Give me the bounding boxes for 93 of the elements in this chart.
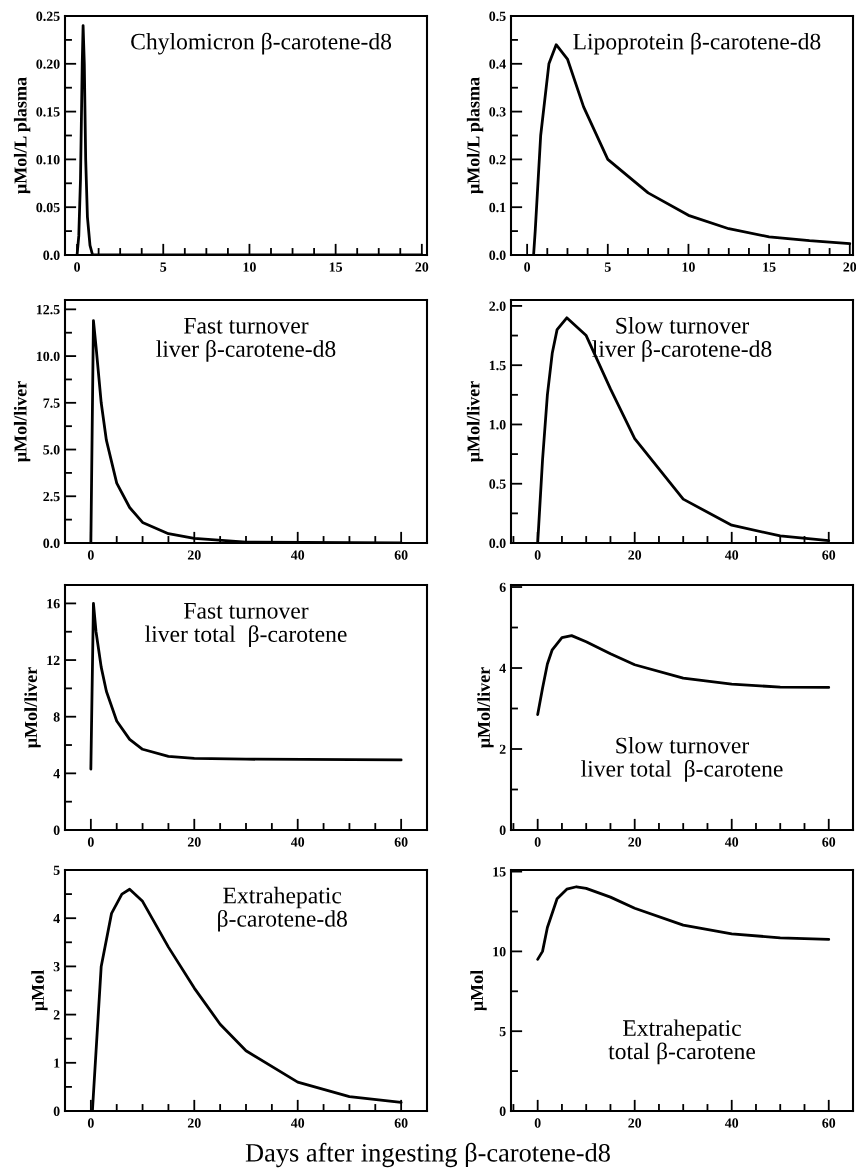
text: Extrahepatic β-carotene-d8 [218, 886, 347, 932]
y-tick-label: 0 [499, 1106, 506, 1116]
x-tick-label: 60 [394, 550, 408, 560]
x-tick-label: 40 [290, 550, 305, 560]
y-tick-label: 0.15 [36, 107, 60, 117]
y-tick-label: 0 [53, 1106, 60, 1116]
x-axis-title: Days after ingesting β-carotene-d8 [245, 1142, 610, 1168]
y-tick-label: 5.0 [43, 445, 60, 455]
y-axis-title: μMol [31, 970, 48, 1011]
y-tick-label: 16 [47, 599, 60, 609]
x-tick-label: 0 [87, 550, 94, 560]
y-tick-label: 8 [53, 712, 60, 722]
x-tick-label: 0 [534, 1118, 541, 1128]
y-tick-label: 4 [53, 913, 60, 924]
y-tick-label: 2.0 [489, 301, 506, 311]
y-tick-label: 0.10 [36, 154, 60, 165]
y-tick-label: 2 [499, 744, 506, 754]
y-tick-label: 0.0 [43, 538, 60, 549]
y-axis-title: μMol/liver [477, 667, 494, 748]
y-tick-label: 1.5 [489, 360, 506, 371]
x-tick-label: 10 [682, 262, 695, 272]
y-axis-title: μMol/liver [24, 667, 41, 748]
y-tick-label: 3 [53, 962, 60, 972]
x-tick-label: 15 [329, 262, 343, 272]
x-tick-label: 20 [187, 550, 201, 560]
y-axis-title: μMol/L plasma [13, 77, 31, 194]
text: Fast turnover liver β-carotene-d8 [156, 317, 336, 362]
y-tick-label: 12 [47, 655, 60, 665]
y-tick-label: 0.20 [36, 59, 60, 69]
y-tick-label: 10 [493, 946, 506, 957]
x-tick-label: 0 [524, 262, 531, 272]
x-tick-label: 40 [724, 837, 739, 847]
y-tick-label: 12.5 [36, 304, 60, 315]
y-axis-title: μMol/liver [466, 381, 484, 462]
y-tick-label: 4 [499, 663, 506, 673]
y-tick-label: 0.0 [489, 250, 506, 261]
y-tick-label: 15 [493, 867, 506, 877]
y-tick-label: 0.0 [43, 250, 60, 261]
text: Extrahepatic total β-carotene [608, 1019, 756, 1065]
y-tick-label: 4 [53, 769, 60, 779]
text: Fast turnover liver total β-carotene [145, 603, 347, 647]
x-tick-label: 60 [394, 1118, 408, 1128]
text: Chylomicron β-carotene-d8 [131, 32, 392, 55]
y-tick-label: 0.1 [489, 202, 506, 213]
y-tick-label: 6 [499, 582, 506, 592]
y-tick-label: 0 [53, 825, 60, 835]
y-tick-label: 0.3 [489, 107, 506, 117]
x-tick-label: 40 [724, 1118, 739, 1128]
y-axis-title: μMol/liver [13, 381, 31, 462]
x-tick-label: 0 [87, 1118, 94, 1128]
x-tick-label: 0 [534, 837, 541, 847]
y-tick-label: 2.5 [43, 491, 60, 502]
y-tick-label: 0.4 [489, 59, 506, 69]
y-tick-label: 0 [499, 825, 506, 835]
x-tick-label: 40 [290, 837, 305, 847]
x-tick-label: 20 [628, 1118, 642, 1128]
x-tick-label: 0 [74, 262, 81, 272]
y-tick-label: 5 [499, 1026, 506, 1037]
text: Slow turnover liver total β-carotene [581, 736, 783, 782]
x-tick-label: 0 [534, 550, 541, 560]
x-tick-label: 20 [843, 262, 856, 272]
x-tick-label: 40 [724, 550, 739, 560]
x-tick-label: 5 [160, 262, 167, 272]
x-tick-label: 20 [628, 550, 642, 560]
x-tick-label: 20 [187, 837, 201, 847]
x-tick-label: 10 [243, 262, 256, 272]
y-tick-label: 7.5 [43, 398, 60, 408]
y-tick-label: 10.0 [36, 351, 60, 362]
y-tick-label: 0.25 [36, 11, 60, 22]
y-axis-title: μMol [470, 970, 487, 1011]
y-tick-label: 0.5 [489, 11, 506, 22]
y-tick-label: 2 [53, 1010, 60, 1020]
x-tick-label: 0 [87, 837, 94, 847]
x-tick-label: 5 [604, 262, 611, 272]
y-axis-title: μMol/L plasma [466, 77, 484, 194]
text: Slow turnover liver β-carotene-d8 [592, 317, 772, 362]
y-tick-label: 0.0 [489, 538, 506, 549]
text: Lipoprotein β-carotene-d8 [573, 32, 821, 55]
y-tick-label: 1.0 [489, 420, 506, 430]
x-tick-label: 60 [394, 837, 408, 847]
y-tick-label: 1 [54, 1058, 60, 1068]
x-tick-label: 20 [628, 837, 642, 847]
x-tick-label: 15 [763, 262, 776, 272]
y-tick-label: 5 [53, 865, 60, 875]
x-tick-label: 60 [822, 1118, 836, 1128]
x-tick-label: 60 [822, 837, 836, 847]
y-tick-label: 0.2 [489, 154, 506, 165]
x-tick-label: 20 [415, 262, 429, 272]
x-tick-label: 20 [187, 1118, 201, 1128]
x-tick-label: 60 [822, 550, 836, 560]
y-tick-label: 0.05 [36, 202, 60, 213]
x-tick-label: 40 [290, 1118, 305, 1128]
y-tick-label: 0.5 [489, 479, 506, 489]
